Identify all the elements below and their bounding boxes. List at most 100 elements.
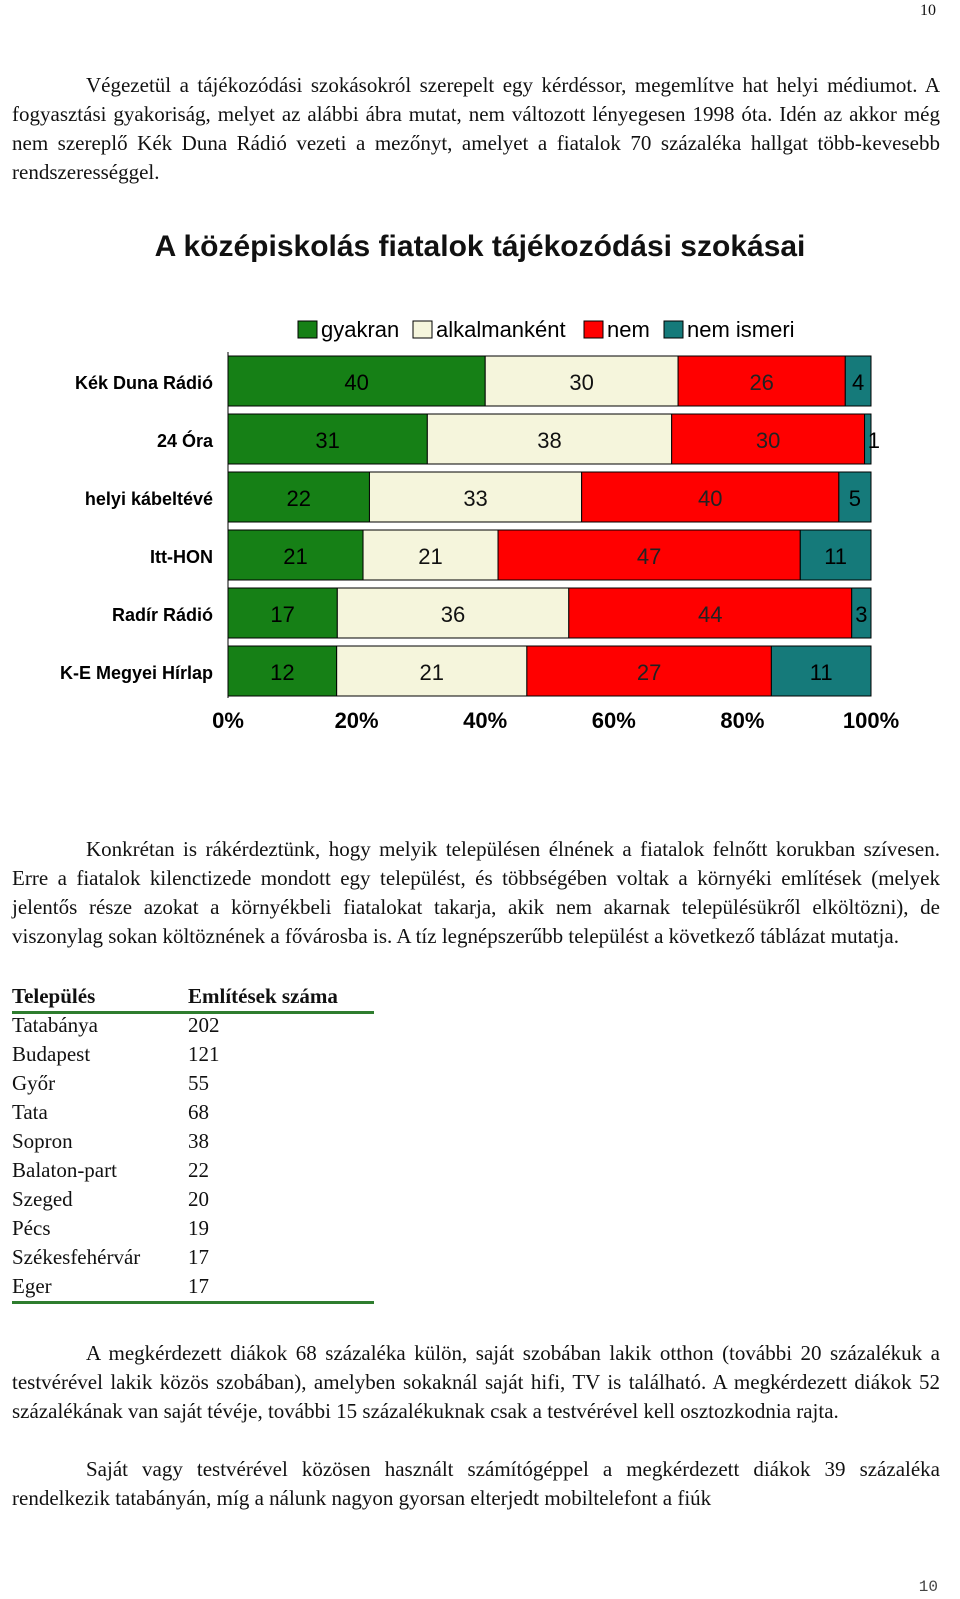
data-label: 4	[852, 370, 864, 395]
table-row: Budapest 121	[12, 1040, 384, 1069]
table-row: Tata 68	[12, 1098, 384, 1127]
bar-segment	[581, 471, 840, 523]
data-label: 38	[537, 428, 561, 453]
legend-label: nem	[607, 317, 650, 342]
category-label: 24 Óra	[157, 430, 214, 451]
category-label: Itt-HON	[150, 547, 213, 567]
intro-paragraph: Végezetül a tájékozódási szokásokról sze…	[12, 71, 940, 187]
table-row: Győr 55	[12, 1069, 384, 1098]
data-label: 21	[420, 660, 444, 685]
mention-count: 20	[188, 1187, 209, 1211]
bar-segment	[227, 529, 364, 581]
bar-segment	[844, 355, 872, 407]
table-row: Eger 17	[12, 1272, 384, 1301]
settlement-name: Tata	[12, 1100, 48, 1124]
bar-segment	[227, 645, 338, 697]
x-tick-label: 60%	[592, 708, 636, 733]
settlement-name: Szeged	[12, 1187, 73, 1211]
table-header-row: Település Említések száma	[12, 982, 384, 1011]
x-tick-label: 20%	[335, 708, 379, 733]
legend-label: gyakran	[321, 317, 399, 342]
category-label: helyi kábeltévé	[85, 489, 213, 509]
computer-text: Saját vagy testvérével közösen használt …	[12, 1457, 940, 1510]
bar-segment	[851, 587, 872, 639]
settlement-name: Budapest	[12, 1042, 91, 1066]
table-bottom-rule	[12, 1301, 374, 1304]
data-label: 31	[315, 428, 339, 453]
category-label: Radír Rádió	[112, 605, 213, 625]
data-label: 1	[868, 428, 880, 453]
x-tick-label: 100%	[843, 708, 899, 733]
data-label: 33	[463, 486, 487, 511]
bar-segment	[770, 645, 872, 697]
room-text: A megkérdezett diákok 68 százaléka külön…	[12, 1341, 940, 1423]
table-header-rule	[12, 1011, 374, 1014]
data-label: 11	[810, 660, 833, 685]
mention-count: 55	[188, 1071, 209, 1095]
mention-count: 17	[188, 1274, 209, 1298]
room-paragraph: A megkérdezett diákok 68 százaléka külön…	[12, 1339, 940, 1426]
bar-segment	[677, 355, 846, 407]
bar-segment	[227, 471, 370, 523]
data-label: 47	[637, 544, 661, 569]
legend-swatch	[663, 320, 684, 339]
data-label: 21	[283, 544, 307, 569]
legend-swatch	[412, 320, 433, 339]
bar-segment	[336, 645, 528, 697]
settlement-name: Balaton-part	[12, 1158, 117, 1182]
computer-paragraph: Saját vagy testvérével közösen használt …	[12, 1455, 940, 1513]
bar-segment	[426, 413, 673, 465]
mention-count: 19	[188, 1216, 209, 1240]
header-settlement: Település	[12, 984, 96, 1008]
mention-count: 202	[188, 1013, 220, 1037]
data-label: 44	[698, 602, 722, 627]
settlement-paragraph: Konkrétan is rákérdeztünk, hogy melyik t…	[12, 835, 940, 951]
data-label: 27	[637, 660, 661, 685]
table-row: Tatabánya 202	[12, 1011, 384, 1040]
bar-segment	[484, 355, 679, 407]
table-row: Sopron 38	[12, 1127, 384, 1156]
mention-count: 22	[188, 1158, 209, 1182]
settlement-name: Tatabánya	[12, 1013, 98, 1037]
bar-segment	[497, 529, 801, 581]
data-label: 17	[270, 602, 294, 627]
page-number-top: 10	[920, 2, 936, 19]
legend-label: alkalmanként	[436, 317, 566, 342]
bar-segment	[368, 471, 583, 523]
bar-segment	[568, 587, 853, 639]
mention-count: 38	[188, 1129, 209, 1153]
legend-swatch	[297, 320, 318, 339]
settlement-name: Győr	[12, 1071, 56, 1095]
data-label: 40	[344, 370, 368, 395]
data-label: 30	[756, 428, 780, 453]
data-label: 40	[698, 486, 722, 511]
settlement-table: Település Említések száma Tatabánya 202 B…	[12, 982, 384, 1301]
media-habits-chart: gyakran alkalmanként nem nem ismeri Kék Duna…	[60, 317, 899, 733]
mention-count: 121	[188, 1042, 220, 1066]
settlement-name: Székesfehérvár	[12, 1245, 141, 1269]
page-number-bottom: 10	[918, 1578, 938, 1596]
settlement-name: Pécs	[12, 1216, 51, 1240]
data-label: 36	[441, 602, 465, 627]
data-label: 21	[418, 544, 442, 569]
bar-segment	[362, 529, 499, 581]
category-label: K-E Megyei Hírlap	[60, 663, 213, 683]
x-tick-label: 80%	[720, 708, 764, 733]
settlement-name: Eger	[12, 1274, 52, 1298]
x-tick-label: 40%	[463, 708, 507, 733]
data-label: 22	[286, 486, 310, 511]
table-row: Szeged 20	[12, 1185, 384, 1214]
chart-title: A középiskolás fiatalok tájékozódási szo…	[154, 230, 806, 263]
settlement-text: Konkrétan is rákérdeztünk, hogy melyik t…	[12, 837, 940, 948]
category-label: Kék Duna Rádió	[75, 373, 213, 393]
data-label: 26	[749, 370, 773, 395]
bar-segment	[864, 413, 872, 465]
bar-segment	[838, 471, 872, 523]
data-label: 11	[824, 544, 847, 569]
x-tick-label: 0%	[212, 708, 244, 733]
header-mentions: Említések száma	[188, 984, 338, 1008]
mention-count: 17	[188, 1245, 209, 1269]
bar-segment	[799, 529, 872, 581]
legend-label: nem ismeri	[687, 317, 795, 342]
bar-segment	[227, 413, 428, 465]
